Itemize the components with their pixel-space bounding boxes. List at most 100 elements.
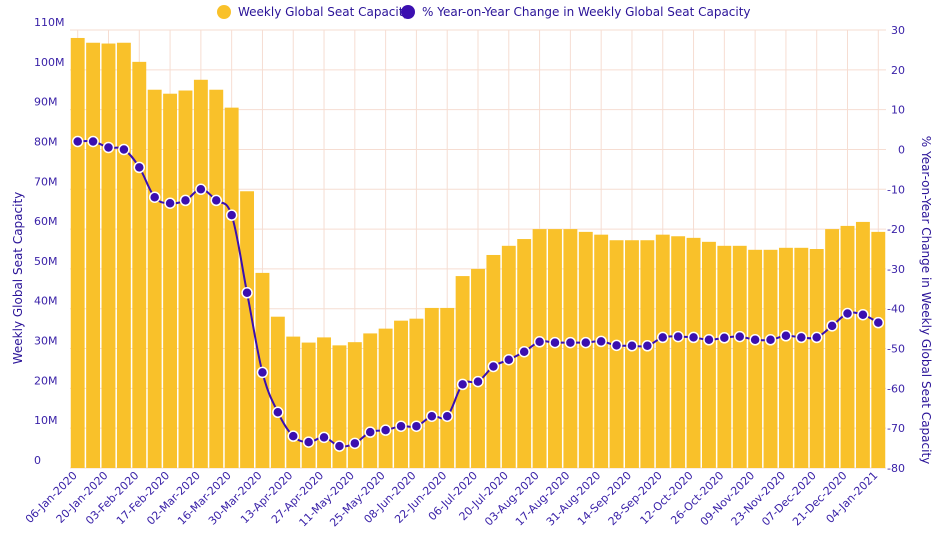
yoy-point: [333, 440, 346, 452]
bar: [147, 89, 162, 469]
y-right-tick-label: -30: [887, 263, 905, 276]
yoy-point: [764, 334, 777, 346]
yoy-point: [657, 331, 669, 344]
bar: [809, 249, 824, 468]
legend-label-bars: Weekly Global Seat Capacity: [238, 5, 411, 19]
y-left-tick-label: 0: [34, 454, 41, 467]
bar: [240, 191, 255, 468]
y-left-tick-label: 80M: [34, 135, 58, 148]
y-right-tick-label: 30: [891, 24, 905, 37]
yoy-point: [749, 334, 761, 346]
yoy-point: [795, 331, 808, 344]
yoy-point: [872, 316, 885, 329]
yoy-point: [780, 330, 792, 342]
bar: [70, 37, 85, 469]
y-right-tick-label: -70: [887, 422, 905, 435]
bar: [378, 328, 393, 468]
bar: [701, 241, 716, 468]
yoy-point: [857, 308, 869, 321]
bar: [825, 229, 840, 468]
bar: [317, 337, 331, 468]
yoy-point: [487, 360, 500, 373]
yoy-point: [549, 336, 561, 349]
yoy-point: [364, 426, 376, 438]
bar: [394, 320, 408, 468]
yoy-point: [826, 320, 838, 332]
bar: [86, 42, 101, 468]
yoy-point: [441, 410, 453, 422]
yoy-point: [456, 378, 469, 391]
bar: [871, 231, 886, 468]
bar: [763, 249, 778, 468]
bar: [101, 43, 116, 469]
bar: [224, 107, 239, 469]
bar: [609, 240, 624, 468]
legend-item-bars[interactable]: Weekly Global Seat Capacity: [217, 5, 411, 19]
yoy-point: [241, 287, 253, 299]
y-right-tick-label: -80: [887, 462, 905, 475]
bar: [455, 276, 470, 468]
bar: [163, 93, 178, 468]
bar: [178, 90, 193, 469]
bar: [132, 61, 147, 468]
bar: [209, 89, 224, 469]
bar: [855, 221, 870, 468]
yoy-point: [626, 340, 638, 352]
yoy-point: [118, 143, 130, 156]
yoy-point: [518, 345, 530, 358]
yoy-point: [195, 183, 207, 196]
yoy-point: [287, 430, 299, 442]
yoy-point: [564, 336, 577, 349]
legend-label-line: % Year-on-Year Change in Weekly Global S…: [422, 5, 751, 19]
yoy-point: [426, 410, 438, 422]
yoy-point: [164, 197, 176, 209]
yoy-point: [841, 307, 854, 320]
yoy-point: [318, 431, 330, 444]
yoy-point: [148, 191, 161, 203]
y-left-tick-label: 90M: [34, 96, 58, 109]
bar: [625, 240, 639, 468]
y-right-tick-label: 20: [891, 64, 905, 77]
y-right-tick-label: -20: [887, 223, 905, 236]
yoy-point: [503, 353, 515, 366]
bar: [671, 236, 686, 468]
y-right-tick-label: -40: [887, 303, 905, 316]
bar: [301, 342, 316, 468]
bar: [640, 240, 655, 468]
yoy-point: [210, 194, 223, 207]
bar: [440, 307, 455, 468]
bar: [655, 234, 670, 468]
bar: [594, 234, 609, 468]
bar: [193, 79, 208, 468]
yoy-point: [179, 194, 192, 207]
yoy-point: [672, 330, 684, 343]
y-right-tick-label: -10: [887, 183, 905, 196]
bar: [732, 245, 747, 468]
yoy-point: [703, 334, 715, 346]
yoy-point: [610, 339, 623, 352]
y-left-tick-label: 40M: [34, 295, 58, 308]
y-left-tick-label: 70M: [34, 175, 58, 188]
y-right-tick-label: -50: [887, 343, 905, 356]
line-series: [71, 135, 885, 452]
bar: [424, 307, 439, 468]
yoy-point: [810, 331, 823, 344]
bar: [778, 247, 793, 468]
y-left-tick-label: 20M: [34, 374, 58, 387]
bar: [347, 342, 362, 468]
yoy-point: [225, 209, 238, 221]
yoy-point: [395, 420, 407, 432]
y-right-tick-label: 0: [898, 143, 905, 156]
legend-item-line[interactable]: % Year-on-Year Change in Weekly Global S…: [401, 5, 751, 19]
yoy-point: [133, 161, 146, 174]
bar: [409, 318, 424, 468]
yoy-point: [641, 340, 654, 352]
y-left-tick-label: 110M: [34, 16, 65, 29]
yoy-point: [349, 437, 361, 450]
bar: [471, 268, 485, 468]
y-axis-left-title: Weekly Global Seat Capacity: [11, 192, 25, 365]
y-right-tick-label: -60: [887, 382, 905, 395]
bar: [794, 247, 809, 468]
